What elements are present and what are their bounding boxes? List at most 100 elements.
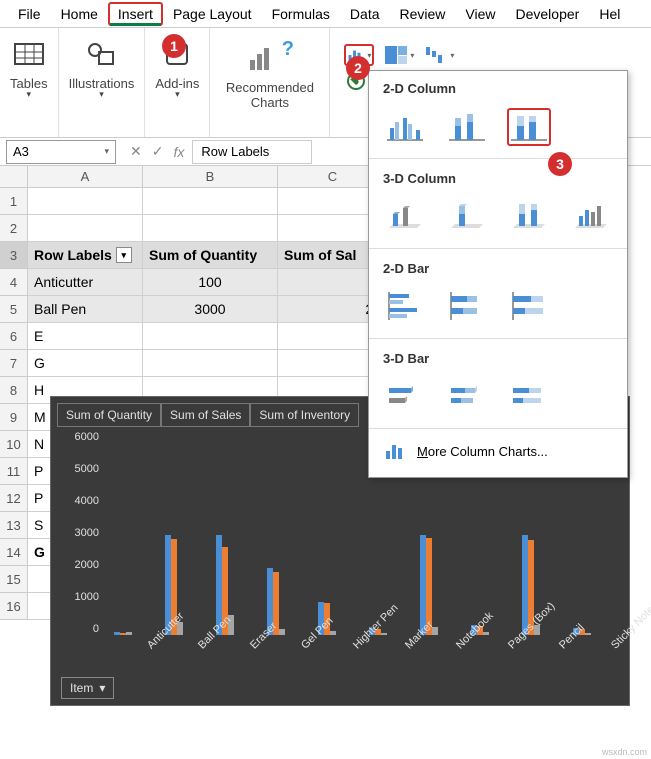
name-box-value: A3 xyxy=(13,144,29,159)
legend-item[interactable]: Sum of Sales xyxy=(161,403,250,427)
chevron-down-icon: ▾ xyxy=(99,89,104,100)
watermark: wsxdn.com xyxy=(602,747,647,757)
x-label: Sticky Notes xyxy=(609,643,617,651)
clustered-column-option[interactable] xyxy=(383,108,427,146)
confirm-icon[interactable]: ✓ xyxy=(152,143,164,160)
cell-B1[interactable] xyxy=(143,188,278,215)
cancel-icon[interactable]: ✕ xyxy=(130,143,142,160)
y-tick: 5000 xyxy=(75,463,99,475)
ribbon-group-recommended[interactable]: ? Recommended Charts xyxy=(210,28,330,137)
section-2d-bar: 2-D Bar xyxy=(369,251,627,282)
ribbon-group-illustrations[interactable]: Illustrations ▾ xyxy=(59,28,146,137)
formula-controls: ✕ ✓ fx xyxy=(122,143,192,160)
y-tick: 3000 xyxy=(75,527,99,539)
y-tick: 1000 xyxy=(75,591,99,603)
formula-input[interactable]: Row Labels xyxy=(192,140,312,164)
3d-column-option[interactable] xyxy=(569,198,613,236)
menu-tab-insert[interactable]: Insert xyxy=(108,2,163,26)
stacked100-bar-option[interactable] xyxy=(507,288,551,326)
cell-A4[interactable]: Anticutter xyxy=(28,269,143,296)
chevron-down-icon: ▾ xyxy=(450,51,454,60)
menu-tab-review[interactable]: Review xyxy=(390,2,456,26)
row-header-9[interactable]: 9 xyxy=(0,404,28,431)
chevron-down-icon: ▾ xyxy=(175,89,180,100)
menu-tab-home[interactable]: Home xyxy=(51,2,108,26)
row-header-2[interactable]: 2 xyxy=(0,215,28,242)
3d-clustered-option[interactable] xyxy=(383,198,427,236)
menu-tab-file[interactable]: File xyxy=(8,2,51,26)
chevron-down-icon: ▾ xyxy=(410,51,414,60)
select-all-corner[interactable] xyxy=(0,166,28,188)
column-chart-icon xyxy=(383,441,407,461)
filter-button[interactable]: ▾ xyxy=(116,247,132,263)
cell-A3[interactable]: Row Labels▾ xyxy=(28,242,143,269)
row-header-5[interactable]: 5 xyxy=(0,296,28,323)
menu-tab-view[interactable]: View xyxy=(455,2,505,26)
y-tick: 4000 xyxy=(75,495,99,507)
chevron-down-icon: ▾ xyxy=(104,146,109,157)
more-column-charts[interactable]: More Column Charts... xyxy=(369,431,627,471)
badge-3: 3 xyxy=(548,152,572,176)
row-header-7[interactable]: 7 xyxy=(0,350,28,377)
menu-tab-hel[interactable]: Hel xyxy=(589,2,630,26)
chart-type-dropdown: 2-D Column 3-D Column 2-D Bar 3-D Bar Mo… xyxy=(368,70,628,478)
menu-tab-page-layout[interactable]: Page Layout xyxy=(163,2,262,26)
menu-tab-formulas[interactable]: Formulas xyxy=(262,2,340,26)
3d-stacked100-bar-option[interactable] xyxy=(507,378,551,416)
cell-A6[interactable]: E xyxy=(28,323,143,350)
fx-icon[interactable]: fx xyxy=(173,144,184,160)
row-header-12[interactable]: 12 xyxy=(0,485,28,512)
tables-icon xyxy=(13,38,45,70)
cell-A5[interactable]: Ball Pen xyxy=(28,296,143,323)
legend-item[interactable]: Sum of Inventory xyxy=(250,403,359,427)
cell-A1[interactable] xyxy=(28,188,143,215)
col-header-B[interactable]: B xyxy=(143,166,278,188)
row-header-13[interactable]: 13 xyxy=(0,512,28,539)
section-3d-column: 3-D Column xyxy=(369,161,627,192)
cell-B7[interactable] xyxy=(143,350,278,377)
menu-tab-data[interactable]: Data xyxy=(340,2,390,26)
waterfall-button[interactable]: ▾ xyxy=(424,44,454,66)
cell-A2[interactable] xyxy=(28,215,143,242)
row-header-4[interactable]: 4 xyxy=(0,269,28,296)
treemap-button[interactable]: ▾ xyxy=(384,44,414,66)
row-header-14[interactable]: 14 xyxy=(0,539,28,566)
col-header-A[interactable]: A xyxy=(28,166,143,188)
illustrations-icon xyxy=(85,38,117,70)
stacked100-column-option[interactable] xyxy=(507,108,551,146)
pivot-header-rowlabels: Row Labels xyxy=(34,247,112,263)
row-header-10[interactable]: 10 xyxy=(0,431,28,458)
stacked-column-option[interactable] xyxy=(445,108,489,146)
clustered-bar-option[interactable] xyxy=(383,288,427,326)
cell-B5[interactable]: 3000 xyxy=(143,296,278,323)
stacked-bar-option[interactable] xyxy=(445,288,489,326)
3d-stacked100-option[interactable] xyxy=(507,198,551,236)
menu-tab-developer[interactable]: Developer xyxy=(506,2,590,26)
cell-B2[interactable] xyxy=(143,215,278,242)
row-header-15[interactable]: 15 xyxy=(0,566,28,593)
waterfall-icon xyxy=(424,45,448,65)
y-axis: 6000500040003000200010000 xyxy=(59,431,99,635)
more-charts-label: More Column Charts... xyxy=(417,444,548,459)
cell-B3[interactable]: Sum of Quantity xyxy=(143,242,278,269)
row-header-3[interactable]: 3 xyxy=(0,242,28,269)
row-header-6[interactable]: 6 xyxy=(0,323,28,350)
row-header-11[interactable]: 11 xyxy=(0,458,28,485)
3d-stacked-option[interactable] xyxy=(445,198,489,236)
row-header-1[interactable]: 1 xyxy=(0,188,28,215)
badge-2: 2 xyxy=(346,56,370,80)
ribbon-group-tables[interactable]: Tables ▾ xyxy=(0,28,59,137)
3d-stacked-bar-option[interactable] xyxy=(445,378,489,416)
chevron-down-icon: ▾ xyxy=(27,89,32,100)
question-icon: ? xyxy=(282,38,294,61)
cell-B6[interactable] xyxy=(143,323,278,350)
cell-B4[interactable]: 100 xyxy=(143,269,278,296)
section-3d-bar: 3-D Bar xyxy=(369,341,627,372)
row-header-16[interactable]: 16 xyxy=(0,593,28,620)
row-header-8[interactable]: 8 xyxy=(0,377,28,404)
name-box[interactable]: A3 ▾ xyxy=(6,140,116,164)
cell-A7[interactable]: G xyxy=(28,350,143,377)
chart-filter-item[interactable]: Item ▾ xyxy=(61,677,114,699)
3d-clustered-bar-option[interactable] xyxy=(383,378,427,416)
legend-item[interactable]: Sum of Quantity xyxy=(57,403,161,427)
